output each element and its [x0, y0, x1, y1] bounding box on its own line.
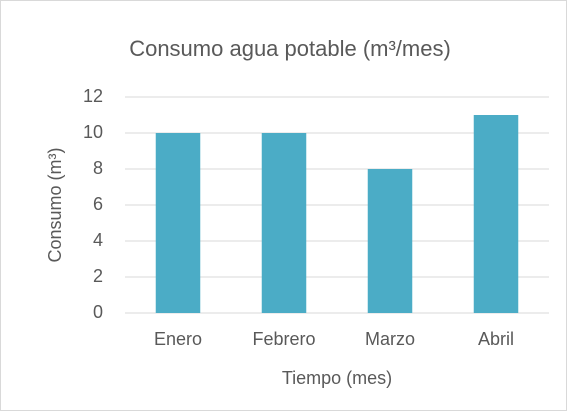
- bar: [367, 169, 413, 313]
- y-tick-label: 8: [93, 158, 103, 178]
- x-axis-label: Tiempo (mes): [282, 368, 392, 388]
- bar: [261, 133, 307, 313]
- y-tick-label: 0: [93, 302, 103, 322]
- chart-title: Consumo agua potable (m³/mes): [129, 36, 451, 61]
- bar: [473, 115, 519, 313]
- y-tick-label: 10: [83, 122, 103, 142]
- x-tick-label: Marzo: [365, 329, 415, 349]
- x-tick-label: Enero: [154, 329, 202, 349]
- bar: [155, 133, 201, 313]
- y-tick-label: 2: [93, 266, 103, 286]
- y-tick-label: 6: [93, 194, 103, 214]
- y-tick-label: 4: [93, 230, 103, 250]
- y-tick-label: 12: [83, 86, 103, 106]
- y-axis-label: Consumo (m³): [45, 147, 65, 262]
- x-tick-label: Febrero: [252, 329, 315, 349]
- x-tick-label: Abril: [478, 329, 514, 349]
